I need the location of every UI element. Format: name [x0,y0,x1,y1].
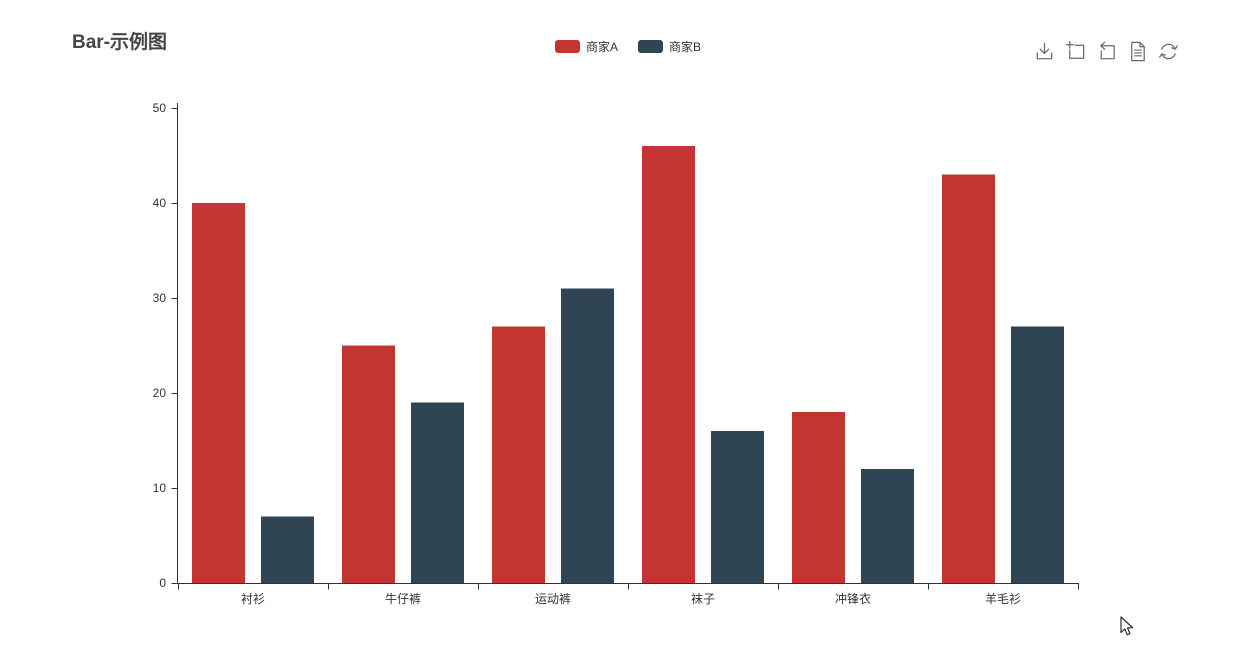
y-axis-label: 10 [153,481,167,495]
x-axis-label: 衬衫 [241,592,265,606]
bar-series1-cat0[interactable] [261,516,314,584]
download-icon[interactable] [1033,40,1056,63]
data-zoom-icon[interactable] [1064,40,1087,63]
y-axis-label: 40 [153,196,167,210]
legend-label-merchant-b: 商家B [669,40,702,54]
zoom-restore-icon[interactable] [1095,40,1118,63]
legend-swatch-merchant-a [554,40,580,53]
x-axis-label: 袜子 [691,592,715,606]
y-axis-label: 0 [159,576,166,590]
refresh-icon[interactable] [1157,40,1180,63]
bar-series1-cat4[interactable] [861,469,914,583]
data-view-icon[interactable] [1126,40,1149,63]
mouse-cursor [1120,616,1134,636]
legend-label-merchant-a: 商家A [585,40,618,54]
x-axis-label: 羊毛衫 [985,591,1021,606]
bar-series0-cat5[interactable] [942,174,995,584]
legend-item-merchant-a[interactable]: 商家A [554,38,618,55]
bar-series0-cat1[interactable] [342,345,395,584]
legend-item-merchant-b[interactable]: 商家B [638,38,701,55]
x-axis-label: 牛仔裤 [385,591,421,606]
bar-series1-cat5[interactable] [1011,326,1064,584]
chart-title: Bar-示例图 [72,32,168,53]
x-axis-label: 冲锋衣 [835,591,871,606]
bar-series0-cat0[interactable] [192,203,245,583]
bar-series0-cat2[interactable] [492,326,545,584]
y-axis-label: 20 [153,386,167,400]
bar-series1-cat3[interactable] [711,431,764,583]
bar-series0-cat3[interactable] [642,146,695,583]
y-axis-label: 50 [153,101,167,115]
bar-series1-cat1[interactable] [411,402,464,584]
legend: 商家A 商家B [554,38,701,55]
bar-series1-cat2[interactable] [561,288,614,584]
bar-series0-cat4[interactable] [792,412,845,583]
x-axis-label: 运动裤 [535,592,571,606]
y-axis-label: 30 [153,291,167,305]
legend-swatch-merchant-b [638,40,663,53]
toolbox [1033,40,1180,63]
